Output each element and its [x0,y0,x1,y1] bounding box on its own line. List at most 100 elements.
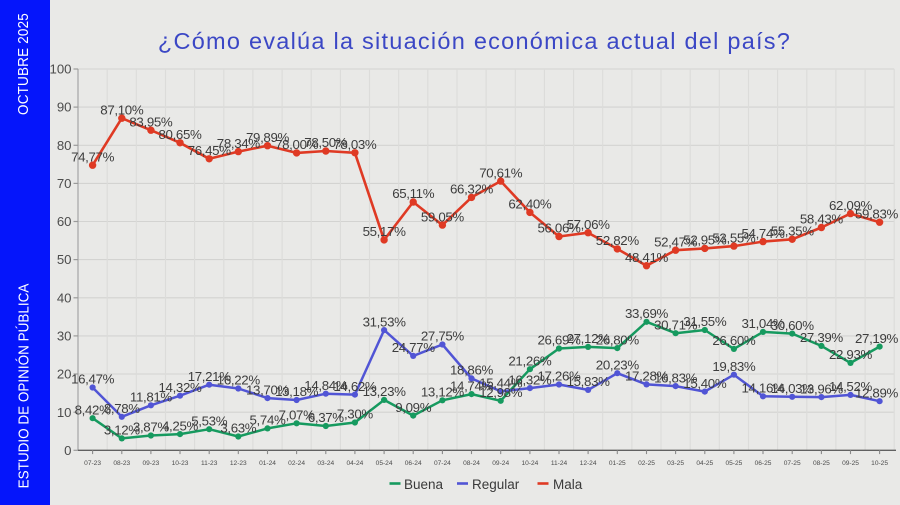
svg-text:Regular: Regular [472,477,520,492]
svg-text:48,41%: 48,41% [625,250,669,265]
svg-text:7,30%: 7,30% [337,407,373,422]
svg-text:31,04%: 31,04% [742,316,786,331]
svg-text:07-25: 07-25 [784,460,801,467]
svg-text:33,69%: 33,69% [625,306,669,321]
svg-text:Mala: Mala [553,477,583,492]
svg-text:16,22%: 16,22% [217,373,261,388]
svg-text:15,44%: 15,44% [479,376,523,391]
svg-text:27,75%: 27,75% [421,329,465,344]
svg-text:16,47%: 16,47% [71,372,115,387]
svg-text:50: 50 [57,252,72,267]
svg-text:10: 10 [57,405,72,420]
svg-text:52,47%: 52,47% [654,234,698,249]
svg-text:3,63%: 3,63% [220,421,256,436]
svg-text:26,80%: 26,80% [596,332,640,347]
svg-text:78,34%: 78,34% [217,136,261,151]
svg-text:62,09%: 62,09% [829,198,873,213]
svg-text:70: 70 [57,176,72,191]
svg-text:27,12%: 27,12% [567,331,611,346]
svg-text:09-24: 09-24 [492,460,509,467]
svg-text:78,50%: 78,50% [304,135,348,150]
svg-text:20,23%: 20,23% [596,357,640,372]
svg-text:04-25: 04-25 [696,460,713,467]
svg-text:30,60%: 30,60% [771,318,815,333]
svg-text:90: 90 [57,100,72,115]
svg-text:Buena: Buena [404,477,444,492]
svg-text:31,53%: 31,53% [363,314,407,329]
svg-text:10-24: 10-24 [521,460,538,467]
svg-text:31,55%: 31,55% [683,314,727,329]
svg-text:7,07%: 7,07% [279,408,315,423]
svg-text:87,10%: 87,10% [100,102,144,117]
svg-text:08-24: 08-24 [463,460,480,467]
svg-text:13,70%: 13,70% [246,382,290,397]
svg-text:11-23: 11-23 [201,460,218,467]
svg-text:78,03%: 78,03% [333,137,377,152]
svg-text:58,43%: 58,43% [800,212,844,227]
svg-text:30: 30 [57,329,72,344]
svg-text:14,16%: 14,16% [742,381,786,396]
svg-text:11-24: 11-24 [551,460,568,467]
svg-text:24,77%: 24,77% [392,340,436,355]
svg-text:4,25%: 4,25% [162,418,198,433]
svg-text:6,37%: 6,37% [308,410,344,425]
svg-text:08-23: 08-23 [113,460,130,467]
svg-text:06-24: 06-24 [405,460,422,467]
svg-text:13,96%: 13,96% [800,381,844,396]
svg-text:5,74%: 5,74% [250,413,286,428]
svg-text:05-24: 05-24 [376,460,393,467]
svg-text:83,95%: 83,95% [129,114,173,129]
svg-text:0: 0 [64,443,71,458]
svg-text:12,98%: 12,98% [479,385,523,400]
svg-text:07-24: 07-24 [434,460,451,467]
svg-text:55,35%: 55,35% [771,224,815,239]
svg-text:14,62%: 14,62% [333,379,377,394]
svg-text:26,60%: 26,60% [712,333,756,348]
svg-text:12-23: 12-23 [230,460,247,467]
svg-text:03-24: 03-24 [317,460,334,467]
svg-text:13,18%: 13,18% [275,384,319,399]
svg-text:14,32%: 14,32% [159,380,203,395]
svg-text:56,06%: 56,06% [538,221,582,236]
svg-text:65,11%: 65,11% [392,186,435,201]
svg-text:59,83%: 59,83% [855,206,899,221]
svg-text:76,45%: 76,45% [188,143,232,158]
svg-text:55,17%: 55,17% [363,224,407,239]
svg-text:17,21%: 17,21% [188,369,232,384]
svg-text:78,00%: 78,00% [275,137,319,152]
svg-text:14,03%: 14,03% [771,381,815,396]
svg-text:01-24: 01-24 [259,460,276,467]
svg-text:09-23: 09-23 [142,460,159,467]
svg-text:10-25: 10-25 [871,460,888,467]
svg-text:14,84%: 14,84% [304,378,348,393]
svg-text:79,89%: 79,89% [246,130,290,145]
svg-text:54,74%: 54,74% [742,226,786,241]
svg-text:18,86%: 18,86% [450,363,494,378]
svg-text:3,87%: 3,87% [133,420,169,435]
svg-text:21,26%: 21,26% [508,353,552,368]
svg-text:70,61%: 70,61% [479,165,523,180]
svg-text:10-23: 10-23 [172,460,189,467]
svg-text:59,05%: 59,05% [421,209,465,224]
svg-text:40: 40 [57,290,72,305]
svg-text:3,12%: 3,12% [104,423,140,438]
svg-text:12-24: 12-24 [580,460,597,467]
svg-text:04-24: 04-24 [346,460,363,467]
svg-text:100: 100 [49,62,71,77]
svg-text:20: 20 [57,367,72,382]
svg-text:19,83%: 19,83% [712,359,756,374]
svg-text:52,82%: 52,82% [596,233,640,248]
svg-text:13,12%: 13,12% [421,385,465,400]
svg-text:80,65%: 80,65% [159,127,203,142]
svg-text:16,32%: 16,32% [508,372,552,387]
svg-text:07-23: 07-23 [84,460,101,467]
svg-text:26,69%: 26,69% [538,333,582,348]
svg-text:01-25: 01-25 [609,460,626,467]
svg-text:62,40%: 62,40% [508,197,552,212]
svg-text:27,19%: 27,19% [855,331,899,346]
svg-text:74,77%: 74,77% [71,149,115,164]
svg-text:06-25: 06-25 [755,460,772,467]
svg-text:53,55%: 53,55% [712,230,756,245]
svg-text:17,28%: 17,28% [625,369,669,384]
svg-text:15,83%: 15,83% [567,374,611,389]
